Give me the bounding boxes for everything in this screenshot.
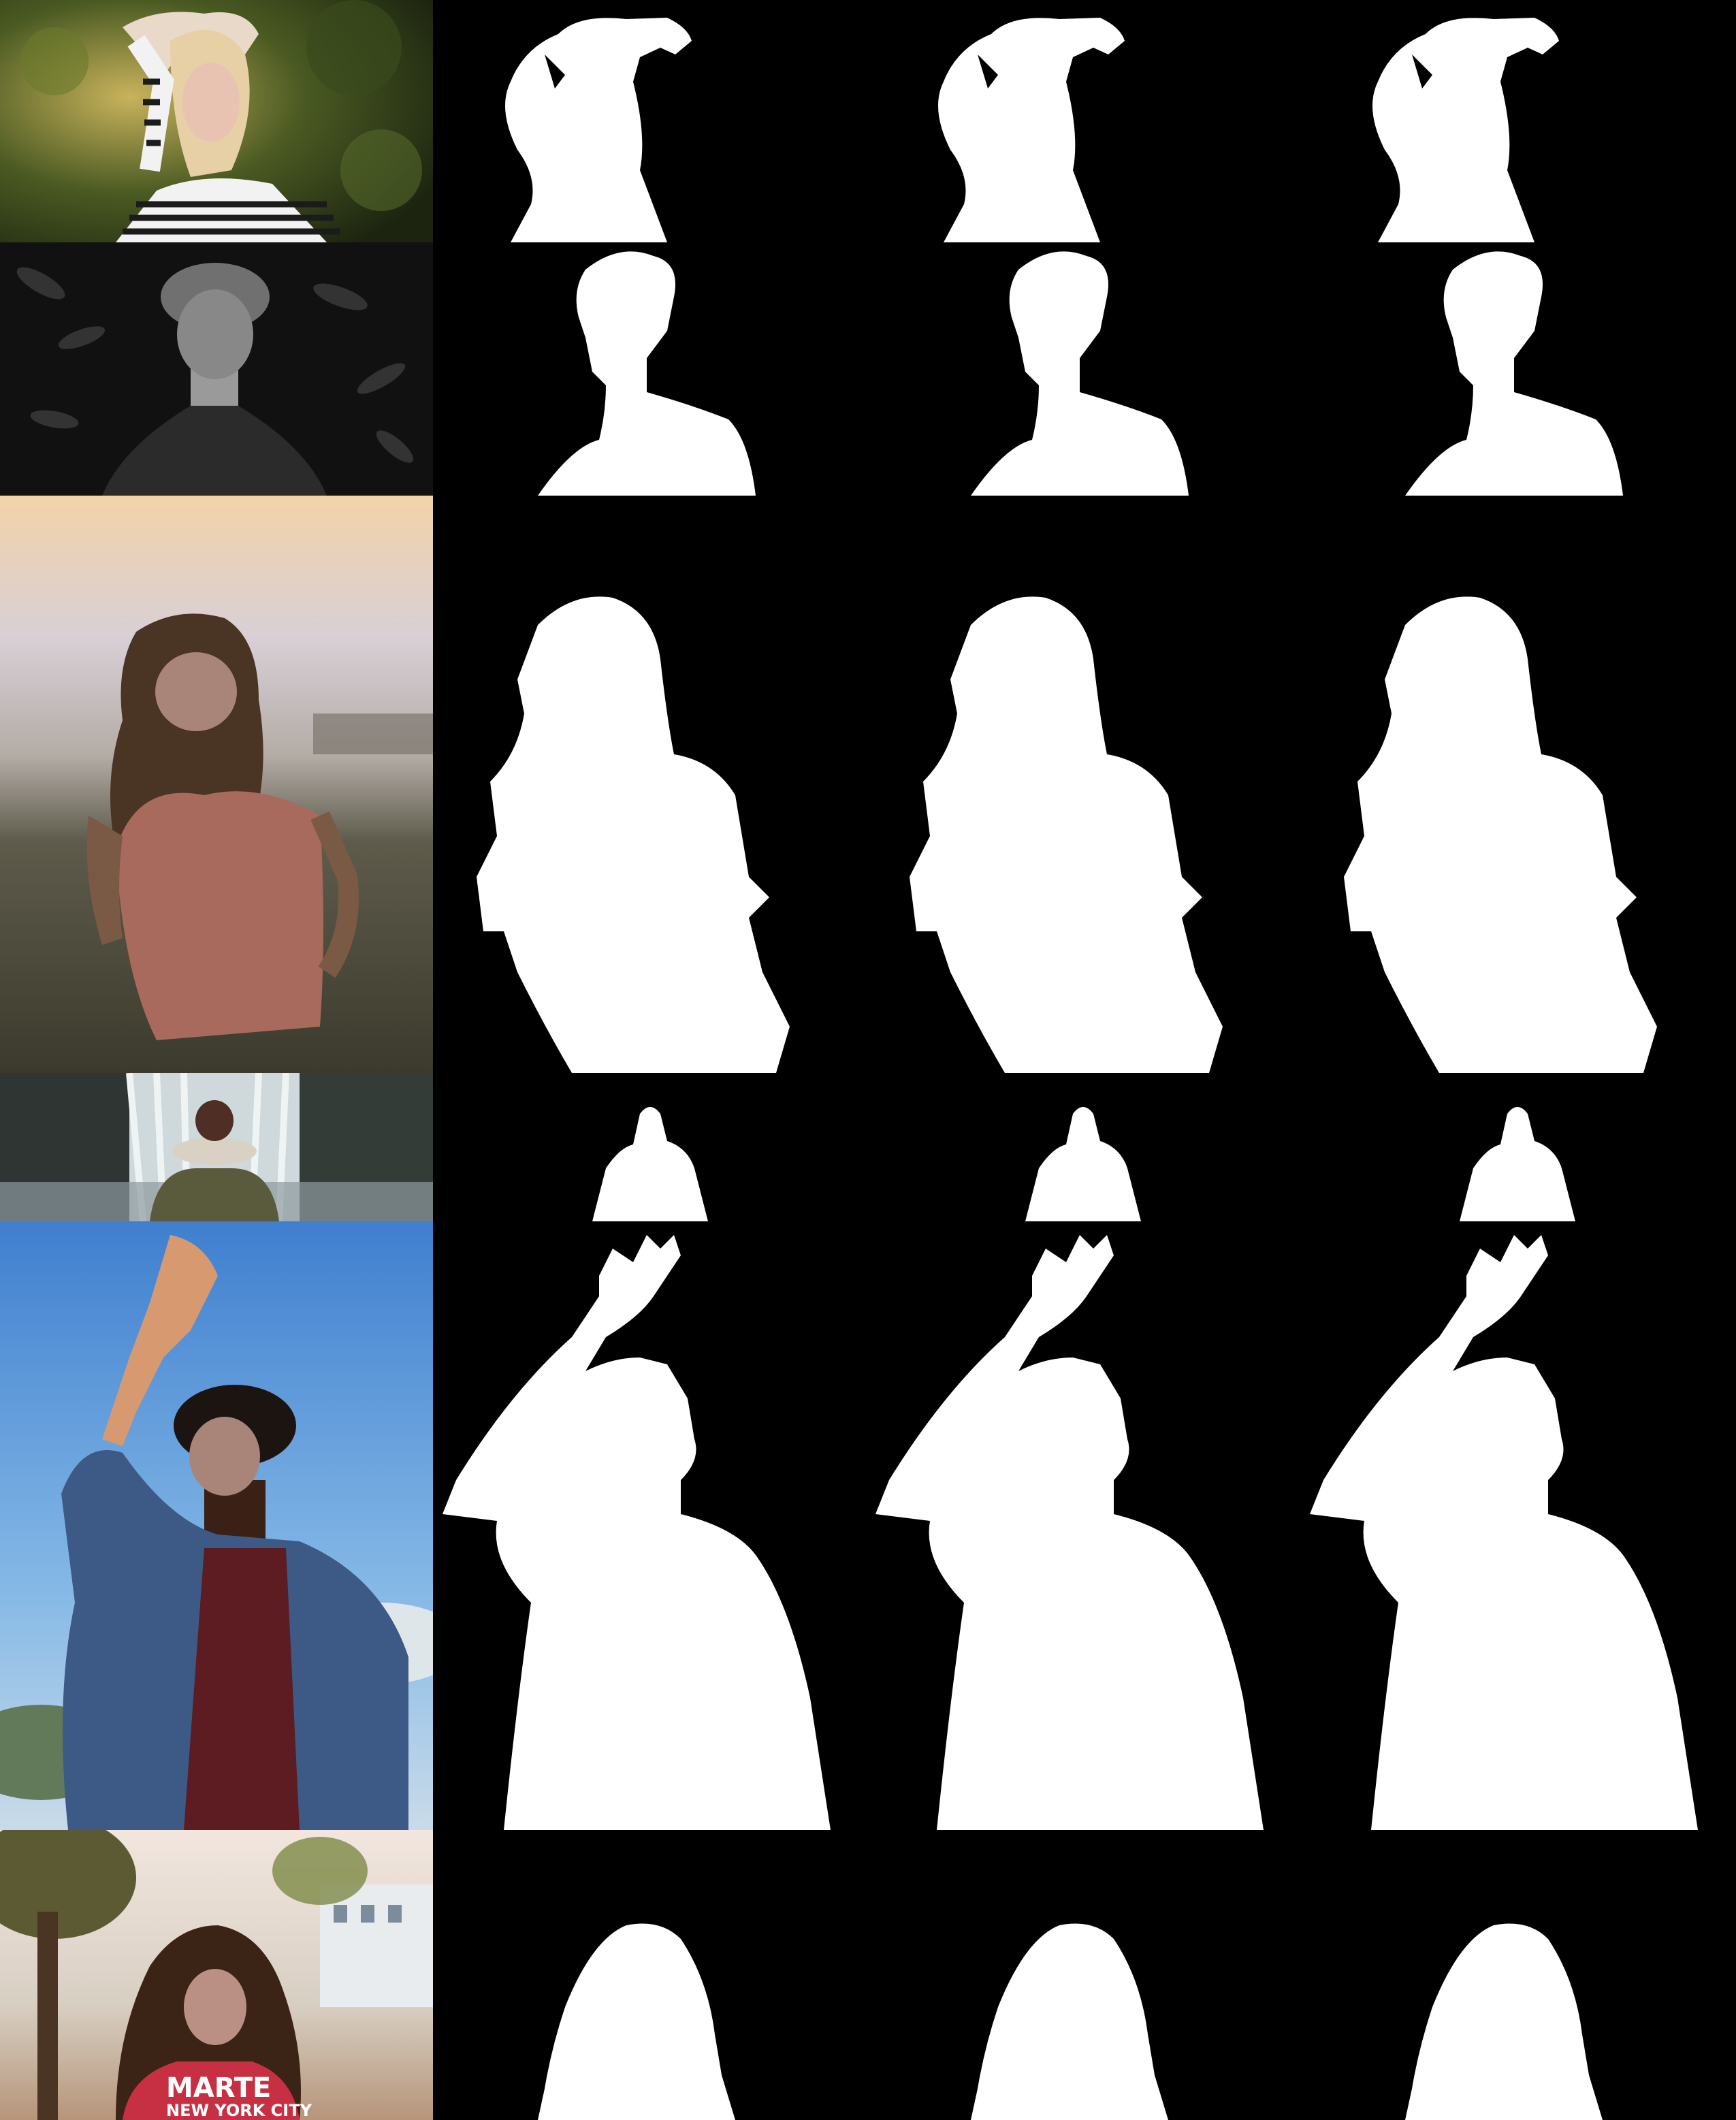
blurred-face [184, 1969, 246, 2045]
photo-woman-red-shirt: MARTE NEW YORK CITY [0, 1830, 433, 2120]
row-6: MARTE NEW YORK CITY [0, 1830, 1736, 2120]
matte-2 [869, 1830, 1303, 2120]
matte-1 [436, 242, 870, 496]
shirt-text-city: NEW YORK CITY [166, 2101, 312, 2120]
matte-3 [1303, 0, 1736, 242]
row-2 [0, 242, 1736, 496]
row-5 [0, 1221, 1736, 1830]
matte-1 [436, 1830, 870, 2120]
row-1 [0, 0, 1736, 242]
row-3 [0, 496, 1736, 1073]
matte-2 [869, 1221, 1303, 1830]
blurred-face [189, 1417, 260, 1496]
blurred-face [155, 652, 237, 731]
photo-man-curly-hair [0, 242, 433, 496]
matte-3 [1303, 1073, 1736, 1221]
matte-3 [1303, 242, 1736, 496]
matte-1 [436, 0, 870, 242]
matte-3 [1303, 496, 1736, 1073]
blurred-face [177, 289, 253, 379]
matte-2 [869, 0, 1303, 242]
shirt-text-brand: MARTE [166, 2072, 271, 2104]
photo-woman-striped-shirt [0, 0, 433, 242]
matte-2 [869, 496, 1303, 1073]
row-4 [0, 1073, 1736, 1221]
photo-waterfall-back-view [0, 1073, 433, 1221]
matte-2 [869, 242, 1303, 496]
matte-1 [436, 496, 870, 1073]
blurred-face [182, 63, 240, 142]
matte-3 [1303, 1221, 1736, 1830]
matte-3 [1303, 1830, 1736, 2120]
photo-man-denim-jacket [0, 1221, 433, 1830]
matte-1 [436, 1221, 870, 1830]
matte-1 [436, 1073, 870, 1221]
photo-woman-pink-dress [0, 496, 433, 1073]
matte-2 [869, 1073, 1303, 1221]
